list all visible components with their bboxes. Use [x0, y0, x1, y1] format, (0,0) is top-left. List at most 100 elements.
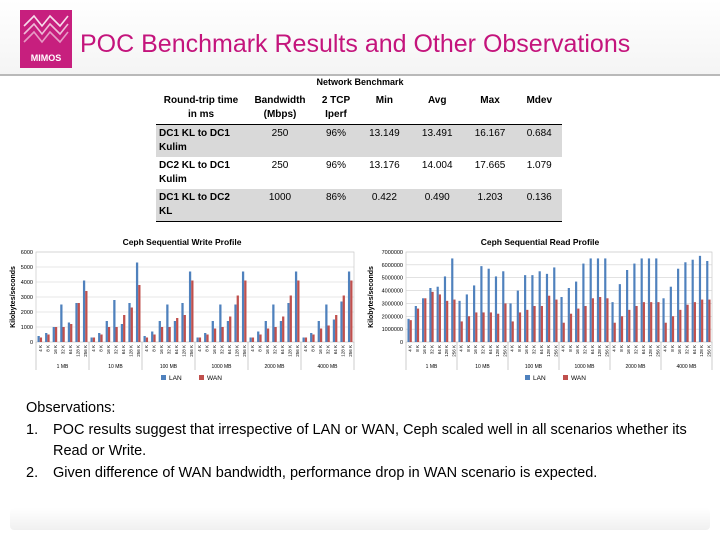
x-tick-label: 128 K: [129, 345, 134, 357]
x-tick-label: 128 K: [444, 345, 449, 357]
wan-bar: [475, 312, 478, 342]
lan-bar: [181, 303, 184, 342]
lan-bar: [158, 321, 161, 342]
legend-swatch: [525, 375, 530, 380]
wan-bar: [168, 327, 171, 342]
lan-bar: [196, 337, 199, 342]
x-tick-label: 8 K: [45, 345, 50, 352]
table-cell: 14.004: [421, 160, 453, 171]
lan-bar: [451, 258, 454, 342]
lan-bar: [219, 304, 222, 342]
y-tick-label: 6000: [21, 250, 33, 256]
lan-bar: [618, 284, 621, 342]
lan-bar: [458, 300, 461, 342]
x-tick-label: 64 K: [437, 345, 442, 354]
wan-bar: [259, 334, 262, 342]
wan-bar: [335, 315, 338, 342]
logo-text: MIMOS: [31, 53, 62, 63]
lan-bar: [45, 333, 48, 342]
lan-bar: [414, 306, 417, 342]
table-header-row: Round-trip time in ms Bandwidth (Mbps) 2…: [156, 92, 562, 125]
legend-swatch: [161, 375, 166, 380]
table-row: DC2 KL to DC1 Kulim 250 96% 13.176 14.00…: [156, 157, 562, 189]
lan-bar: [662, 298, 665, 342]
lan-bar: [188, 271, 192, 342]
wan-bar: [657, 302, 660, 342]
lan-bar: [325, 304, 328, 342]
wan-bar: [671, 316, 675, 342]
lan-bar: [294, 271, 298, 342]
header-divider: [0, 74, 720, 76]
wan-bar: [70, 324, 73, 342]
wan-bar: [540, 306, 543, 342]
wan-bar: [613, 322, 616, 342]
table-cell: 1.203: [463, 189, 517, 222]
x-tick-label: 16 K: [422, 345, 427, 354]
lan-bar: [340, 301, 343, 342]
lan-bar: [317, 321, 320, 342]
x-tick-label: 8 K: [151, 345, 156, 352]
x-tick-label: 128 K: [341, 345, 346, 357]
wan-bar: [409, 320, 412, 342]
wan-bar: [424, 298, 427, 342]
lan-bar: [626, 270, 629, 342]
x-tick-label: 16 K: [159, 345, 164, 354]
wan-bar: [518, 312, 522, 342]
wan-bar: [342, 295, 345, 342]
lan-bar: [407, 318, 410, 342]
x-tick-label: 4 K: [561, 345, 566, 352]
legend-label: WAN: [571, 375, 586, 382]
header-cell: Min: [358, 92, 411, 125]
y-tick-label: 5000000: [382, 276, 403, 282]
x-tick-label: 4 K: [144, 345, 149, 352]
table-cell: 0.684: [516, 124, 562, 157]
wan-bar: [100, 334, 103, 342]
x-tick-label: 64 K: [590, 345, 595, 354]
lan-bar: [151, 331, 154, 342]
wan-bar: [160, 327, 164, 342]
lan-bar: [211, 321, 214, 342]
group-label: 10 MB: [475, 364, 490, 370]
wan-bar: [304, 337, 308, 342]
wan-bar: [686, 304, 689, 342]
x-tick-label: 64 K: [539, 345, 544, 354]
legend-swatch: [563, 375, 568, 380]
wan-bar: [319, 328, 323, 342]
x-tick-label: 4 K: [663, 345, 668, 352]
x-tick-label: 4 K: [303, 345, 308, 352]
x-tick-label: 256 K: [83, 345, 88, 357]
y-tick-label: 6000000: [382, 263, 403, 269]
table-cell: DC2 KL to DC1 Kulim: [159, 160, 230, 185]
wan-bar: [145, 337, 149, 342]
lan-bar: [538, 271, 541, 342]
observation-item: 1. POC results suggest that irrespective…: [26, 420, 706, 463]
x-tick-label: 64 K: [121, 345, 126, 354]
lan-bar: [647, 258, 651, 342]
wan-bar: [282, 316, 285, 342]
x-tick-label: 4 K: [459, 345, 464, 352]
x-tick-label: 32 K: [326, 345, 331, 354]
wan-bar: [266, 328, 270, 342]
lan-bar: [677, 268, 680, 342]
x-tick-label: 64 K: [692, 345, 697, 354]
wan-bar: [115, 327, 118, 342]
x-tick-label: 16 K: [318, 345, 323, 354]
wan-bar: [183, 315, 186, 342]
x-tick-label: 128 K: [235, 345, 240, 357]
lan-bar: [684, 262, 687, 342]
table-cell: 17.665: [474, 160, 506, 171]
wan-bar: [221, 327, 224, 342]
lan-bar: [487, 268, 490, 342]
wan-bar: [599, 297, 602, 342]
lan-bar: [347, 271, 351, 342]
x-tick-label: 32 K: [61, 345, 66, 354]
wan-bar: [635, 306, 638, 342]
x-tick-label: 128 K: [648, 345, 653, 357]
lan-bar: [567, 288, 570, 342]
lan-bar: [82, 280, 86, 342]
x-tick-label: 64 K: [68, 345, 73, 354]
lan-bar: [90, 337, 93, 342]
wan-bar: [176, 318, 179, 342]
x-tick-label: 32 K: [583, 345, 588, 354]
header-band: [0, 0, 720, 76]
